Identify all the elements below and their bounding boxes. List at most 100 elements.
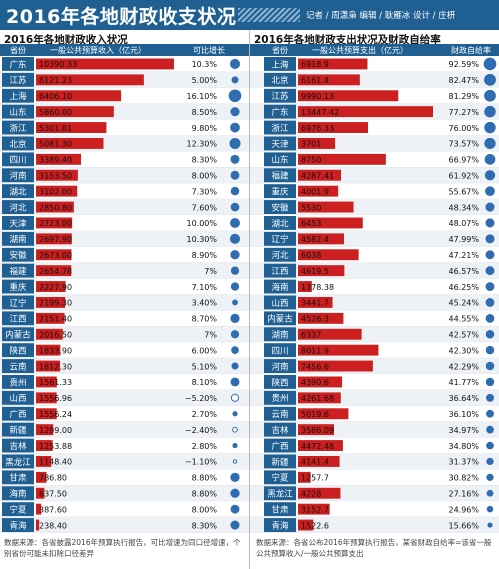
value-bar xyxy=(298,122,369,133)
value-label: 6406.10 xyxy=(39,92,72,101)
value-bar xyxy=(298,392,341,404)
table-row xyxy=(0,342,249,359)
province-label: 云南 xyxy=(9,361,26,372)
province-cell xyxy=(264,422,296,437)
province-label: 吉林 xyxy=(271,425,289,436)
province-cell xyxy=(264,359,296,373)
province-cell xyxy=(264,390,296,405)
rate-label: 7% xyxy=(204,331,217,340)
rate-circle xyxy=(230,504,240,514)
table-row xyxy=(0,437,249,454)
province-cell xyxy=(264,72,296,87)
province-label: 广东 xyxy=(271,107,288,118)
value-bar xyxy=(36,90,122,102)
province-cell xyxy=(2,375,34,389)
value-label: 2723.00 xyxy=(39,219,72,228)
province-label: 江西 xyxy=(271,267,288,277)
rate-circle xyxy=(485,361,495,371)
rate-circle xyxy=(485,250,495,260)
rate-circle xyxy=(230,282,240,291)
rate-circle xyxy=(230,154,240,164)
rate-circle xyxy=(486,457,494,466)
rate-label: 5.10% xyxy=(192,362,218,371)
province-label: 北京 xyxy=(9,139,26,150)
rate-label: 66.97% xyxy=(448,156,479,165)
rate-label: 15.66% xyxy=(448,521,479,530)
province-cell xyxy=(264,168,296,183)
value-label: 2673.00 xyxy=(39,251,72,260)
rate-label: 8.90% xyxy=(192,251,218,260)
value-bar xyxy=(298,424,335,436)
panel-divider xyxy=(249,30,250,569)
table-row xyxy=(0,485,249,502)
value-label: 4619.5 xyxy=(301,267,329,276)
rate-label: 46.57% xyxy=(448,267,479,276)
rate-circle xyxy=(230,520,240,530)
value-bar xyxy=(36,424,54,436)
province-cell xyxy=(2,295,34,310)
province-label: 天津 xyxy=(9,218,27,229)
rate-circle xyxy=(228,89,242,103)
province-cell xyxy=(264,184,296,199)
value-label: 2227.90 xyxy=(39,283,72,292)
province-cell xyxy=(2,184,34,199)
header-value: 一般公共预算支出（亿元） xyxy=(312,45,408,55)
value-label: 3152.7 xyxy=(301,505,329,514)
value-bar xyxy=(298,58,368,70)
province-cell xyxy=(264,406,296,421)
province-cell xyxy=(2,327,34,342)
province-label: 黑龙江 xyxy=(5,457,31,468)
value-label: 238.40 xyxy=(39,521,67,530)
province-label: 辽宁 xyxy=(271,234,288,245)
province-cell xyxy=(264,279,296,294)
province-label: 吉林 xyxy=(9,441,27,452)
province-label: 福建 xyxy=(271,171,289,182)
province-label: 广西 xyxy=(9,409,26,420)
value-bar xyxy=(36,297,66,308)
rate-circle xyxy=(230,393,240,402)
value-label: 4472.48 xyxy=(301,442,334,451)
province-label: 广东 xyxy=(9,59,26,70)
table-row xyxy=(0,389,249,406)
rate-circle xyxy=(484,105,496,118)
value-bar xyxy=(36,487,45,499)
rate-circle xyxy=(230,202,240,212)
value-bar xyxy=(298,249,359,261)
rate-circle xyxy=(487,522,493,528)
value-label: 3389.40 xyxy=(39,156,72,165)
province-label: 天津 xyxy=(271,139,289,150)
value-label: 3153.50 xyxy=(39,172,72,181)
rate-circle xyxy=(230,107,240,117)
right-source-note: 数据来源：各省公布2016年预算执行报告，某省财政自给率=该省一般公共预算收入/… xyxy=(256,538,492,558)
province-label: 贵州 xyxy=(9,377,26,388)
table-row xyxy=(0,469,249,486)
credits: 记者 / 周潇枭 编辑 / 耿雁冰 设计 / 庄枅 xyxy=(306,11,456,21)
rate-circle xyxy=(230,488,240,498)
main-title: 2016年各地财政收支状况 xyxy=(6,6,237,28)
value-label: 3701 xyxy=(301,140,321,149)
value-bar xyxy=(298,169,342,181)
value-bar xyxy=(298,106,433,118)
rate-circle xyxy=(230,186,240,196)
value-bar xyxy=(36,153,82,165)
rate-label: 34.80% xyxy=(448,442,479,451)
value-bar xyxy=(36,440,53,451)
rate-circle xyxy=(486,393,494,402)
value-bar xyxy=(36,185,78,197)
rate-circle xyxy=(230,122,240,133)
value-label: 6453 xyxy=(301,219,321,228)
value-label: 786.80 xyxy=(39,474,67,483)
value-bar xyxy=(298,90,399,102)
rate-label: 81.29% xyxy=(448,92,479,101)
value-bar xyxy=(298,471,311,483)
rate-label: 42.29% xyxy=(448,362,479,371)
value-bar xyxy=(36,328,63,340)
table-header-bg xyxy=(0,44,249,56)
rate-label: 61.92% xyxy=(448,172,479,181)
province-label: 上海 xyxy=(271,59,289,70)
rate-circle xyxy=(231,362,239,370)
rate-label: 44.55% xyxy=(448,315,479,324)
rate-circle xyxy=(485,186,495,197)
province-label: 四川 xyxy=(9,156,26,166)
